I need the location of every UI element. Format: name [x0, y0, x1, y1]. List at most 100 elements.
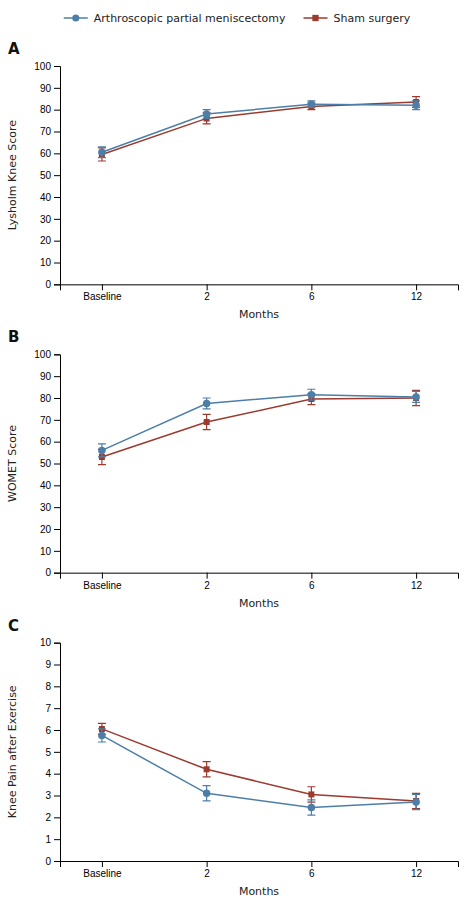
y-tick-mark	[54, 774, 60, 775]
y-tick: 5	[45, 747, 60, 758]
x-tick-mark	[416, 284, 417, 290]
y-axis-title: Lysholm Knee Score	[6, 120, 19, 231]
y-tick-label: 0	[45, 567, 51, 578]
y-tick-label: 40	[40, 192, 52, 203]
y-tick: 6	[45, 725, 60, 736]
y-axis-title: Knee Pain after Exercise	[6, 685, 19, 818]
series	[98, 100, 420, 157]
error-bar	[203, 110, 211, 119]
plot-area: 0102030405060708090100Baseline2612	[34, 349, 458, 591]
y-tick-mark	[54, 88, 60, 89]
legend-label: Arthroscopic partial meniscectomy	[94, 12, 286, 25]
error-bar-path	[203, 398, 211, 409]
y-tick-label: 90	[40, 371, 52, 382]
point	[412, 102, 419, 109]
x-tick-label: 6	[309, 580, 315, 591]
y-tick-label: 90	[40, 83, 52, 94]
y-tick: 50	[40, 458, 60, 469]
y-tick: 0	[45, 279, 60, 290]
series	[98, 390, 420, 464]
y-tick: 40	[40, 480, 60, 491]
y-tick-label: 20	[40, 524, 52, 535]
y-tick-mark	[54, 796, 60, 797]
y-tick-mark	[54, 197, 60, 198]
error-bar-path	[98, 147, 106, 158]
y-tick-mark	[54, 464, 60, 465]
panel-title: B	[8, 328, 19, 346]
y-tick-mark	[54, 284, 60, 285]
x-tick-label: 2	[204, 868, 210, 879]
y-tick: 9	[45, 659, 60, 670]
x-tick-mark	[102, 861, 103, 867]
error-bar	[412, 794, 420, 809]
y-tick-label: 80	[40, 104, 52, 115]
x-axis: Baseline2612	[61, 573, 459, 591]
y-tick-label: 10	[40, 546, 52, 557]
error-bar	[98, 729, 106, 742]
figure: Arthroscopic partial meniscectomySham su…	[0, 0, 474, 901]
y-tick-mark	[54, 529, 60, 530]
y-tick: 20	[40, 524, 60, 535]
x-tick-mark	[416, 861, 417, 867]
y-tick-mark	[54, 507, 60, 508]
y-tick-mark	[54, 665, 60, 666]
x-axis-line	[61, 573, 459, 579]
y-tick-label: 30	[40, 502, 52, 513]
y-tick-mark	[54, 839, 60, 840]
series-line	[102, 735, 416, 807]
panel: 0102030405060708090100Baseline2612Months…	[6, 40, 459, 321]
y-tick: 70	[40, 415, 60, 426]
y-tick: 70	[40, 126, 60, 137]
y-tick-label: 5	[45, 747, 51, 758]
y-axis: 0102030405060708090100	[34, 61, 60, 290]
y-tick-label: 2	[45, 812, 51, 823]
y-tick-label: 8	[45, 681, 51, 692]
y-tick-mark	[54, 817, 60, 818]
y-tick-label: 3	[45, 790, 51, 801]
y-tick-mark	[54, 752, 60, 753]
y-tick-label: 0	[45, 856, 51, 867]
error-bar-path	[412, 390, 420, 405]
x-axis-title: Months	[239, 308, 279, 321]
error-bar	[412, 390, 420, 405]
y-tick: 0	[45, 856, 60, 867]
x-tick-label: 2	[204, 291, 210, 302]
series-line	[102, 395, 416, 451]
x-tick-mark	[311, 573, 312, 579]
y-tick-mark	[54, 66, 60, 67]
y-tick-mark	[54, 708, 60, 709]
y-tick: 90	[40, 83, 60, 94]
x-axis-line	[61, 862, 459, 868]
panel: 012345678910Baseline2612MonthsKnee Pain …	[6, 617, 459, 898]
x-tick-label: Baseline	[83, 868, 122, 879]
series	[98, 729, 420, 815]
y-tick-mark	[54, 730, 60, 731]
y-tick-label: 100	[34, 349, 51, 360]
y-tick-mark	[54, 376, 60, 377]
x-tick: Baseline	[83, 861, 122, 879]
error-bar	[98, 444, 106, 457]
y-tick-label: 4	[45, 768, 51, 779]
y-tick: 100	[34, 61, 60, 72]
x-axis-title: Months	[239, 597, 279, 610]
x-tick-mark	[102, 284, 103, 290]
x-axis: Baseline2612	[61, 284, 459, 302]
y-tick-label: 6	[45, 725, 51, 736]
error-bar-path	[203, 786, 211, 801]
panel-title: C	[8, 617, 19, 635]
point	[308, 791, 314, 797]
x-tick-label: Baseline	[83, 580, 122, 591]
y-tick-mark	[54, 153, 60, 154]
x-tick-mark	[207, 284, 208, 290]
y-tick: 10	[40, 257, 60, 268]
plot-area: 012345678910Baseline2612	[40, 637, 459, 879]
error-bar-path	[203, 762, 211, 777]
y-tick: 20	[40, 235, 60, 246]
error-bar-path	[307, 800, 315, 815]
error-bar-path	[203, 110, 211, 119]
y-tick-mark	[54, 132, 60, 133]
point	[308, 391, 315, 398]
y-tick-label: 10	[40, 257, 52, 268]
x-tick-label: 12	[411, 868, 423, 879]
error-bar-path	[412, 794, 420, 809]
